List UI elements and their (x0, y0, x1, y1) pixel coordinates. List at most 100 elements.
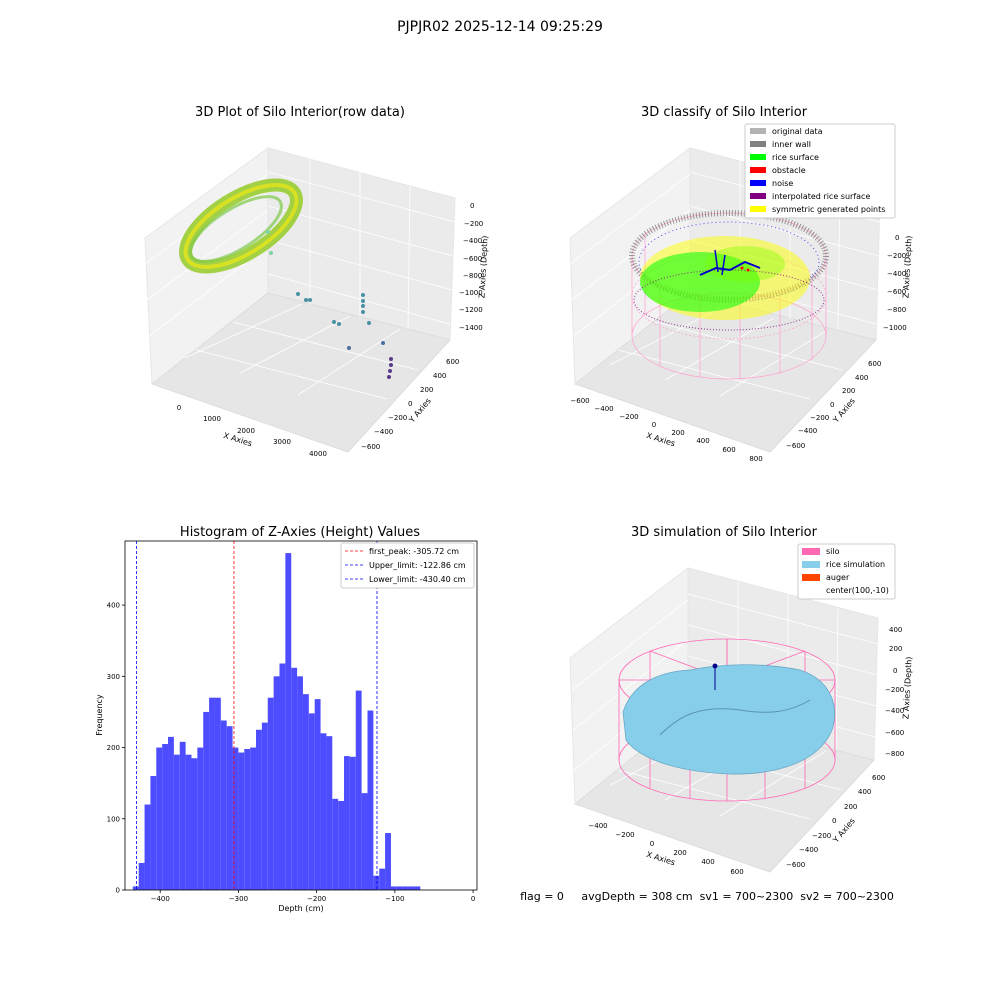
raw-3d-x-tick: 1000 (203, 415, 221, 423)
classify-3d-x-ticks: −600 −400 −200 0 200 400 600 800 (570, 397, 762, 463)
histogram-bar (197, 747, 204, 890)
raw-3d-y-tick: −200 (388, 414, 407, 422)
raw-3d-y-tick: 0 (408, 400, 412, 408)
histogram-bar (185, 754, 192, 890)
raw-3d-zlabel: Z Axies (Depth) (477, 235, 489, 298)
histogram-bars (132, 553, 421, 890)
legend-swatch-silo (802, 548, 820, 555)
classify-3d-panel: 3D classify of Silo Interior (569, 105, 914, 463)
histogram-bar (396, 886, 403, 890)
simulation-3d-x-tick: 400 (701, 858, 714, 866)
legend-label-inner-wall: inner wall (772, 140, 811, 149)
simulation-3d-y-tick: 200 (844, 803, 857, 811)
classify-3d-z-ticks: 0 −200 −400 −600 −800 −1000 (883, 234, 907, 332)
raw-3d-z-tick: −1400 (459, 324, 483, 332)
histogram-bar (326, 736, 333, 890)
histogram-bar (232, 747, 239, 890)
histogram-bar (349, 756, 356, 890)
histogram-panel: Histogram of Z-Axies (Height) Values −40… (95, 525, 478, 913)
histogram-bar (261, 722, 268, 890)
raw-3d-y-tick: −600 (361, 443, 380, 451)
classify-3d-x-tick: −400 (594, 405, 613, 413)
simulation-3d-z-tick: 400 (889, 626, 902, 634)
classify-3d-y-tick: 600 (868, 360, 881, 368)
classify-3d-y-tick: −200 (810, 414, 829, 422)
histogram-ylabel: Frequency (95, 694, 104, 736)
histogram-bar (367, 710, 374, 890)
raw-3d-y-tick: 400 (433, 372, 446, 380)
raw-3d-z-tick: −600 (463, 255, 482, 263)
classify-3d-x-tick: 0 (652, 421, 656, 429)
raw-3d-x-tick: 3000 (273, 438, 291, 446)
simulation-3d-y-tick: 400 (858, 788, 871, 796)
legend-swatch-auger (802, 574, 820, 581)
histogram-bar (414, 886, 421, 890)
histogram-frame (124, 540, 478, 891)
histogram-y-tick-label: 100 (107, 815, 120, 823)
classify-3d-legend: original data inner wall rice surface ob… (744, 123, 896, 219)
legend-swatch-symmetric (750, 206, 766, 212)
classify-3d-x-tick: 400 (696, 437, 709, 445)
raw-3d-z-ticks: 0 −200 −400 −600 −800 −1000 −1200 −1400 (459, 202, 483, 332)
legend-label-rice-surface: rice surface (772, 153, 819, 162)
histogram-bar (297, 676, 303, 890)
histogram-bar (344, 756, 350, 890)
classify-3d-y-tick: −600 (786, 442, 805, 450)
raw-3d-points (266, 230, 393, 379)
raw-3d-z-tick: −1200 (459, 306, 483, 314)
legend-swatch-rice-simulation (802, 561, 820, 568)
legend-swatch-obstacle (750, 167, 766, 173)
figure-suptitle: PJPJR02 2025-12-14 09:25:29 (397, 19, 603, 35)
simulation-3d-zlabel: Z Axies (Depth) (901, 656, 913, 719)
histogram-y-tick-label: 200 (107, 744, 120, 752)
legend-swatch-original-data (750, 128, 766, 134)
legend-label-obstacle: obstacle (772, 166, 806, 175)
histogram-bar (138, 862, 145, 890)
simulation-3d-x-tick: −400 (588, 822, 607, 830)
histogram-bar (308, 713, 315, 890)
raw-3d-x-tick: 4000 (309, 450, 327, 458)
histogram-bar (361, 793, 368, 890)
histogram-bar (250, 747, 257, 890)
histogram-bar (226, 726, 233, 890)
legend-swatch-noise (750, 180, 766, 186)
histogram-bar (132, 886, 139, 890)
simulation-3d-x-tick: −200 (615, 831, 634, 839)
histogram-bar (238, 752, 245, 890)
histogram-bar (338, 800, 345, 890)
histogram-bar (256, 729, 262, 890)
legend-label-symmetric: symmetric generated points (772, 205, 885, 214)
histogram-y-tick-label: 300 (107, 673, 120, 681)
histogram-bar (191, 758, 198, 890)
histogram-bar (244, 748, 251, 890)
legend-label-original-data: original data (772, 127, 823, 136)
legend-swatch-rice-surface (750, 154, 766, 160)
classify-3d-y-tick: 0 (830, 401, 834, 409)
histogram-bar (285, 553, 292, 890)
legend-label-auger: auger (826, 573, 850, 582)
histogram-legend: first_peak: -305.72 cm Upper_limit: -122… (340, 542, 475, 589)
simulation-3d-z-ticks: 400 200 0 −200 −400 −600 −800 (885, 626, 904, 758)
classify-3d-z-tick: −200 (887, 252, 906, 260)
legend-label-rice-simulation: rice simulation (826, 560, 885, 569)
histogram-bar (320, 733, 327, 890)
legend-label-first-peak: first_peak: -305.72 cm (369, 547, 459, 556)
classify-3d-title: 3D classify of Silo Interior (641, 105, 808, 120)
histogram-bar (390, 886, 397, 890)
raw-3d-gridlines (144, 159, 456, 400)
simulation-3d-panel: 3D simulation of Silo Interior (569, 525, 914, 876)
histogram-bar (373, 875, 380, 890)
legend-label-upper-limit: Upper_limit: -122.86 cm (369, 561, 466, 570)
simulation-3d-auger (712, 663, 718, 690)
raw-3d-panel: 3D Plot of Silo Interior(row data) (144, 105, 490, 458)
simulation-3d-y-tick: 600 (872, 774, 885, 782)
legend-swatch-center (802, 587, 820, 594)
histogram-bar (402, 886, 409, 890)
histogram-bar (291, 667, 298, 890)
simulation-3d-x-ticks: −400 −200 0 200 400 600 (588, 822, 743, 876)
histogram-x-tick-label: 0 (471, 895, 475, 903)
histogram-bar (203, 711, 210, 890)
simulation-3d-legend: silo rice simulation auger center(100,-1… (797, 543, 896, 600)
legend-label-center: center(100,-10) (826, 586, 889, 595)
